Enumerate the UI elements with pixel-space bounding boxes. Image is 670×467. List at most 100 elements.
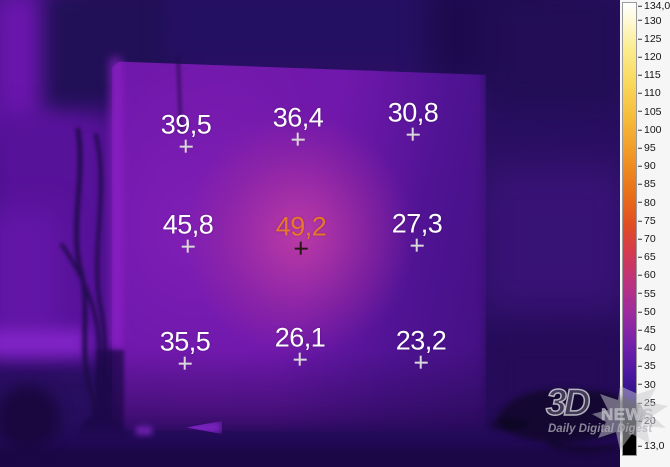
measurement-point: 26,1 (274, 322, 326, 366)
tick-mark (638, 129, 642, 131)
tick-mark (638, 5, 642, 7)
scale-tick: 55 (638, 288, 656, 299)
tick-label: 134,0 (644, 0, 670, 12)
tick-mark (638, 274, 642, 276)
scale-tick: 45 (638, 325, 656, 336)
scale-tick: 70 (638, 234, 656, 245)
measurement-point: 45,8 (162, 209, 214, 253)
cool-object-bottom-left (0, 382, 64, 454)
tick-mark (638, 311, 642, 313)
temperature-value: 39,5 (160, 109, 212, 140)
scale-tick: 120 (638, 52, 662, 63)
tick-mark (638, 202, 642, 204)
scale-tick: 30 (638, 379, 656, 390)
tick-mark (638, 147, 642, 149)
tick-mark (638, 74, 642, 76)
crosshair-icon (294, 242, 308, 255)
measurement-point: 36,4 (272, 102, 324, 146)
scale-tick: 130 (638, 15, 662, 26)
tick-label: 100 (644, 123, 662, 136)
tick-label: 85 (644, 178, 656, 191)
scale-tick: 13,0 (638, 441, 664, 452)
tick-mark (638, 220, 642, 222)
3dnews-watermark: 3D NEWS Daily Digital Digest (488, 382, 670, 460)
tick-mark (638, 38, 642, 40)
crosshair-icon (406, 128, 420, 141)
watermark-paint-splash (592, 386, 668, 450)
warm-edge-strip-left (0, 330, 88, 356)
temperature-value: 49,2 (275, 211, 327, 242)
tick-mark (638, 56, 642, 58)
tick-mark (638, 165, 642, 167)
tick-mark (638, 256, 642, 258)
scale-tick: 65 (638, 252, 656, 263)
scale-tick: 134,0 (638, 1, 670, 12)
tick-label: 65 (644, 250, 656, 263)
tick-label: 70 (644, 232, 656, 245)
cool-floor-edge (0, 448, 670, 467)
measurement-point: 30,8 (387, 97, 439, 141)
tick-label: 50 (644, 305, 656, 318)
tick-mark (638, 293, 642, 295)
3dnews-logo-news: NEWS (601, 405, 654, 424)
tick-label: 30 (644, 378, 656, 391)
crosshair-icon (181, 240, 195, 253)
temperature-value: 45,8 (162, 209, 214, 240)
temperature-scale-panel: 134,0 130 125 120 115 110 105 100 95 90 85 80 75 70 65… (620, 0, 670, 467)
temperature-value: 27,3 (391, 208, 443, 239)
tick-mark (638, 183, 642, 185)
scale-tick: 95 (638, 143, 656, 154)
tick-label: 55 (644, 287, 656, 300)
scale-tick: 85 (638, 179, 656, 190)
tick-label: 120 (644, 50, 662, 63)
crosshair-icon (291, 133, 305, 146)
scale-tick: 125 (638, 32, 662, 45)
temperature-value: 30,8 (387, 97, 439, 128)
scale-tick: 90 (638, 161, 656, 172)
temperature-value: 23,2 (395, 325, 447, 356)
scale-tick: 40 (638, 343, 656, 354)
3dnews-logo-3d: 3D (545, 382, 591, 423)
scale-tick: 100 (638, 123, 662, 136)
scale-tick: 110 (638, 88, 661, 99)
tick-label: 75 (644, 214, 656, 227)
tick-mark (638, 20, 642, 22)
measurement-point: 23,2 (395, 325, 447, 369)
tick-label: 95 (644, 141, 656, 154)
warm-reflection-small (136, 426, 152, 435)
tick-label: 40 (644, 341, 656, 354)
tick-mark (638, 347, 642, 349)
temperature-value: 35,5 (159, 326, 211, 357)
crosshair-icon (179, 140, 193, 153)
crosshair-icon (410, 239, 424, 252)
scale-tick: 35 (638, 361, 656, 372)
measurement-point: 39,5 (160, 109, 212, 153)
tick-mark (638, 329, 642, 331)
tick-mark (638, 365, 642, 367)
warm-wall-glow (0, 210, 60, 340)
tick-label: 13,0 (644, 440, 665, 453)
cool-background-right (486, 0, 626, 110)
scale-tick: 105 (638, 106, 662, 117)
temperature-gradient-bar (622, 2, 637, 456)
tick-label: 110 (644, 87, 661, 100)
crosshair-icon (178, 357, 192, 370)
tick-mark (638, 92, 642, 94)
tick-label: 130 (644, 14, 662, 27)
mid-warm-band-right (478, 165, 628, 315)
tick-label: 45 (644, 323, 656, 336)
tick-mark (638, 111, 642, 113)
scale-tick: 75 (638, 214, 656, 227)
tick-label: 115 (644, 68, 661, 81)
scale-tick: 80 (638, 197, 656, 208)
temperature-value: 26,1 (274, 322, 326, 353)
temperature-value: 36,4 (272, 102, 324, 133)
tick-label: 90 (644, 159, 656, 172)
crosshair-icon (293, 353, 307, 366)
tick-label: 80 (644, 196, 656, 209)
tick-label: 125 (644, 32, 662, 45)
tick-mark (638, 384, 642, 386)
measurement-point: 35,5 (159, 326, 211, 370)
